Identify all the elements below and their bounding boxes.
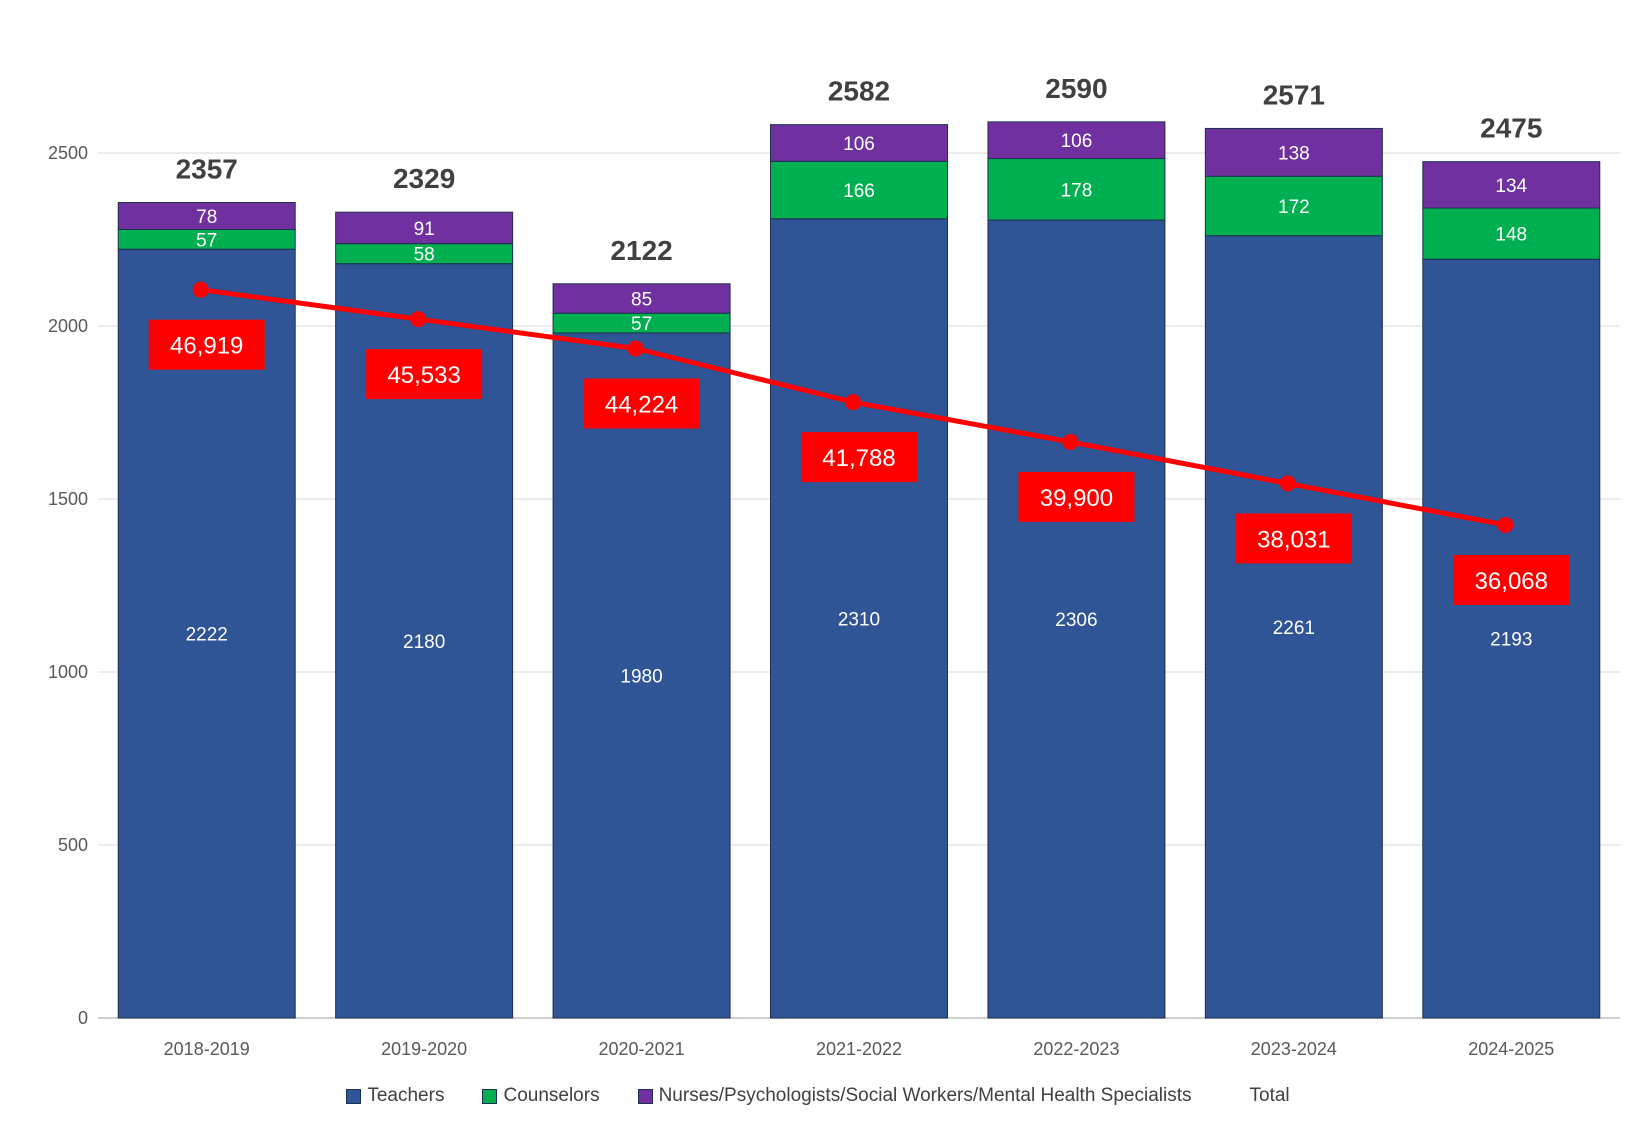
total-label: 2329: [393, 163, 455, 194]
legend-item: Total: [1250, 1082, 1290, 1110]
bar-value-label: 2310: [838, 609, 880, 630]
bar-segment-teachers: [1422, 258, 1601, 1019]
enrollment-label-box: [148, 319, 265, 370]
bar-value-label: 178: [1061, 180, 1093, 201]
legend-swatch: [346, 1088, 362, 1104]
bar-value-label: 166: [843, 181, 875, 202]
bar-value-label: 2180: [403, 632, 445, 653]
total-label: 2582: [828, 76, 890, 107]
y-tick-label: 2500: [48, 143, 88, 163]
bar-value-label: 57: [196, 230, 217, 251]
bar-segment-teachers: [987, 219, 1166, 1019]
y-tick-label: 500: [58, 835, 88, 855]
bar-value-label: 85: [631, 289, 652, 310]
enrollment-point: [410, 311, 427, 328]
legend-item: Counselors: [482, 1082, 600, 1110]
bar-value-label: 106: [1061, 131, 1093, 152]
enrollment-point: [627, 340, 644, 357]
y-tick-label: 1000: [48, 662, 88, 682]
x-tick-label: 2024-2025: [1468, 1039, 1554, 1059]
bar-value-label: 2261: [1273, 618, 1315, 639]
legend-swatch: [637, 1088, 653, 1104]
enrollment-label-box: [801, 432, 917, 483]
bar-segment-nurses: [1204, 127, 1383, 177]
x-tick-label: 2019-2020: [381, 1039, 467, 1059]
x-tick-label: 2021-2022: [816, 1039, 902, 1059]
enrollment-point: [192, 281, 209, 298]
bar-value-label: 172: [1278, 197, 1310, 218]
bar-segment-counselors: [1422, 207, 1601, 260]
enrollment-label-box: [583, 378, 700, 429]
bar-segment-nurses: [770, 124, 948, 162]
total-label: 2122: [610, 235, 672, 266]
enrollment-label: 36,068: [1475, 568, 1548, 595]
total-label: 2357: [176, 153, 238, 184]
bar-segment-counselors: [1204, 175, 1383, 237]
total-label: 2475: [1480, 113, 1542, 144]
bar-segment-teachers: [1204, 235, 1383, 1019]
bar-segment-nurses: [1422, 161, 1601, 209]
enrollment-label-box: [1453, 554, 1570, 605]
bar-segment-counselors: [987, 158, 1166, 221]
bar-value-label: 58: [414, 245, 435, 266]
bar-value-label: 91: [414, 219, 435, 240]
bar-segment-nurses: [335, 211, 514, 245]
x-tick-label: 2022-2023: [1033, 1039, 1119, 1059]
enrollment-label: 41,788: [822, 445, 895, 472]
enrollment-point: [1279, 475, 1296, 492]
total-label: 2571: [1263, 79, 1325, 110]
y-tick-label: 0: [78, 1008, 88, 1028]
bar-value-label: 2306: [1055, 610, 1097, 631]
legend-label: Teachers: [367, 1085, 445, 1106]
legend-label: Total: [1249, 1085, 1290, 1106]
bar-segment-teachers: [552, 332, 731, 1019]
bar-value-label: 148: [1495, 225, 1527, 246]
bar-segment-counselors: [770, 160, 948, 220]
enrollment-point: [1062, 433, 1079, 450]
enrollment-label: 45,533: [387, 362, 460, 389]
enrollment-label-box: [366, 349, 483, 400]
legend-label: Counselors: [503, 1085, 600, 1106]
enrollment-point: [845, 394, 861, 411]
bar-value-label: 2193: [1490, 630, 1532, 651]
legend-label: Nurses/Psychologists/Social Workers/Ment…: [658, 1085, 1192, 1106]
bar-value-label: 106: [843, 134, 875, 155]
bar-segment-nurses: [552, 283, 731, 314]
x-tick-label: 2023-2024: [1251, 1039, 1337, 1059]
bar-value-label: 2222: [186, 625, 228, 646]
bar-value-label: 134: [1495, 176, 1527, 197]
enrollment-label-box: [1235, 513, 1352, 564]
bar-segment-teachers: [117, 248, 296, 1019]
enrollment-point: [1497, 516, 1514, 533]
legend: Teachers Counselors Nurses/Psychologists/S…: [0, 1082, 1636, 1110]
legend-item: Teachers: [346, 1082, 444, 1110]
bar-value-label: 1980: [620, 666, 662, 687]
y-tick-label: 1500: [48, 489, 88, 509]
bar-segment-nurses: [117, 201, 296, 230]
enrollment-label: 44,224: [605, 391, 678, 418]
y-tick-label: 2000: [48, 316, 88, 336]
bar-segment-nurses: [987, 121, 1166, 160]
legend-item: Nurses/Psychologists/Social Workers/Ment…: [637, 1082, 1192, 1110]
bar-value-label: 78: [196, 207, 217, 228]
enrollment-label: 46,919: [170, 333, 243, 360]
enrollment-label: 38,031: [1257, 526, 1330, 553]
x-tick-label: 2020-2021: [599, 1039, 685, 1059]
enrollment-label-box: [1018, 471, 1135, 522]
enrollment-label: 39,900: [1040, 485, 1113, 512]
legend-swatch: [482, 1088, 498, 1104]
bar-value-label: 138: [1278, 143, 1310, 164]
x-tick-label: 2018-2019: [164, 1039, 250, 1059]
total-label: 2590: [1045, 73, 1107, 104]
bar-value-label: 57: [631, 314, 652, 335]
